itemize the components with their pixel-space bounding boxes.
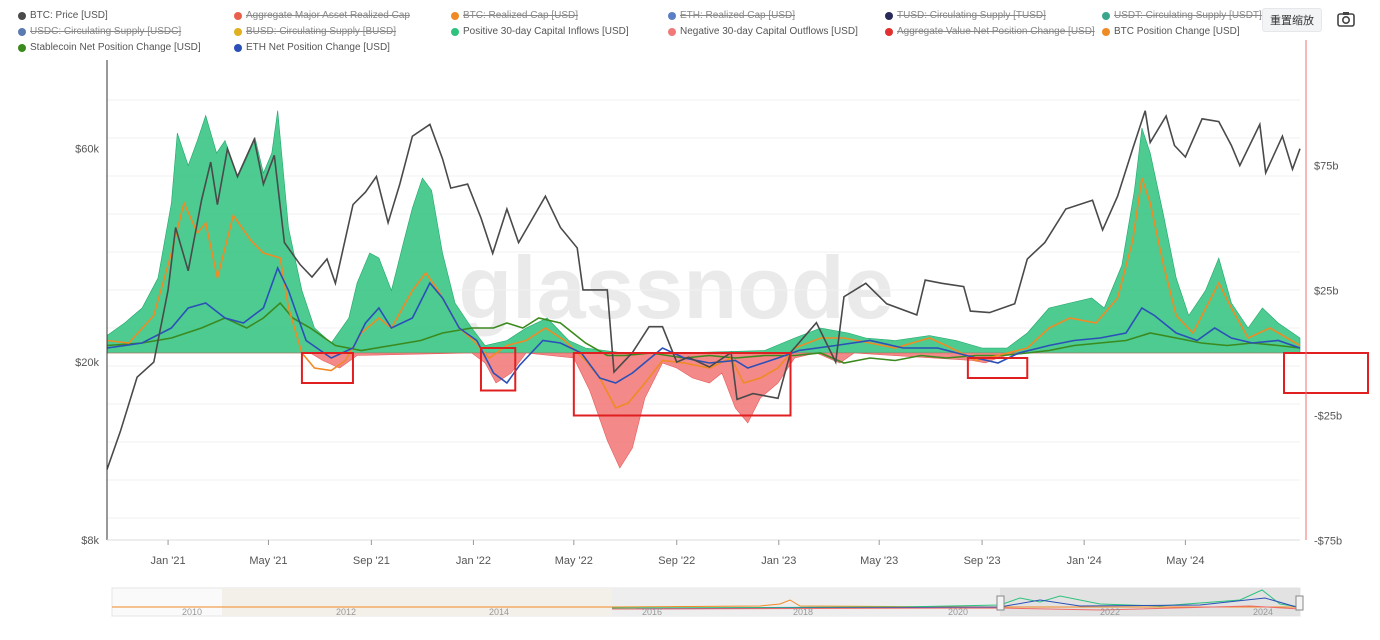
legend-item[interactable]: BTC Position Change [USD] [1102,24,1240,40]
x-tick-label: May '21 [249,555,287,567]
highlight-box [966,357,1029,379]
navigator-year-label: 2012 [336,607,356,617]
x-tick-label: Sep '22 [658,555,695,567]
legend-label: Aggregate Major Asset Realized Cap [246,10,410,21]
reset-zoom-button[interactable]: 重置缩放 [1262,8,1322,32]
legend-label: Aggregate Value Net Position Change [USD… [897,26,1095,37]
legend-item[interactable]: USDT: Circulating Supply [USDT] [1102,8,1262,24]
x-tick-label: Jan '24 [1067,555,1102,567]
x-tick-label: May '24 [1166,555,1204,567]
navigator-outflow-line [611,605,1301,611]
legend-dot-icon [451,28,459,36]
legend-label: Negative 30-day Capital Outflows [USD] [680,26,858,37]
legend-item[interactable]: Aggregate Value Net Position Change [USD… [885,24,1095,40]
legend-item[interactable]: BTC: Price [USD] [18,8,108,24]
highlight-box [300,352,354,384]
legend-dot-icon [234,28,242,36]
legend-dot-icon [1102,28,1110,36]
chart-legend: BTC: Price [USD] Aggregate Major Asset Re… [18,8,1268,56]
navigator-year-label: 2016 [642,607,662,617]
navigator-year-label: 2014 [489,607,509,617]
x-tick-label: Jan '21 [151,555,186,567]
eth-position-line[interactable] [106,265,1301,385]
x-tick-label: Sep '23 [964,555,1001,567]
legend-item[interactable]: BTC: Realized Cap [USD] [451,8,578,24]
legend-item[interactable]: ETH: Realized Cap [USD] [668,8,795,24]
legend-dot-icon [18,28,26,36]
navigator-year-label: 2018 [793,607,813,617]
legend-label: BTC Position Change [USD] [1114,26,1240,37]
y-right-tick-label: $25b [1314,286,1338,298]
x-tick-label: Sep '21 [353,555,390,567]
legend-dot-icon [451,12,459,20]
legend-item[interactable]: ETH Net Position Change [USD] [234,40,390,56]
y-right-tick-label: -$25b [1314,411,1342,423]
navigator-shade [222,588,612,616]
navigator-year-label: 2024 [1253,607,1273,617]
btc-price-line[interactable] [106,110,1301,470]
navigator-right-handle[interactable] [1295,595,1304,611]
camera-icon[interactable] [1336,10,1356,28]
legend-label: ETH: Realized Cap [USD] [680,10,796,21]
legend-dot-icon [668,12,676,20]
highlight-box [479,347,517,392]
navigator-left-handle[interactable] [996,595,1005,611]
legend-item[interactable]: Aggregate Major Asset Realized Cap [234,8,410,24]
legend-label: BUSD: Circulating Supply [BUSD] [246,26,397,37]
legend-label: Stablecoin Net Position Change [USD] [30,42,201,53]
navigator-year-label: 2022 [1100,607,1120,617]
legend-item[interactable]: Negative 30-day Capital Outflows [USD] [668,24,858,40]
navigator-year-label: 2020 [948,607,968,617]
navigator-shade [612,588,1000,616]
y-left-tick-label: $20k [75,357,99,369]
legend-label: USDT: Circulating Supply [USDT] [1114,10,1262,21]
y-right-tick-label: $75b [1314,161,1338,173]
legend-dot-icon [18,44,26,52]
legend-item[interactable]: Positive 30-day Capital Inflows [USD] [451,24,629,40]
y-right-tick-label: -$75b [1314,536,1342,548]
outflow-area[interactable] [107,352,1300,469]
legend-label: USDC: Circulating Supply [USDC] [30,26,182,37]
stablecoin-line[interactable] [106,301,1301,364]
x-tick-label: May '23 [860,555,898,567]
legend-dot-icon [234,44,242,52]
legend-dot-icon [18,12,26,20]
y-left-tick-label: $60k [75,144,99,156]
legend-item[interactable]: TUSD: Circulating Supply [TUSD] [885,8,1046,24]
legend-dot-icon [885,12,893,20]
legend-label: TUSD: Circulating Supply [TUSD] [897,10,1046,21]
btc-position-line[interactable] [106,177,1301,410]
x-tick-label: Jan '23 [761,555,796,567]
legend-dot-icon [234,12,242,20]
legend-label: Positive 30-day Capital Inflows [USD] [463,26,629,37]
legend-dot-icon [885,28,893,36]
highlight-box [572,352,792,417]
legend-item[interactable]: Stablecoin Net Position Change [USD] [18,40,201,56]
legend-item[interactable]: USDC: Circulating Supply [USDC] [18,24,181,40]
legend-label: BTC: Realized Cap [USD] [463,10,579,21]
navigator-inflow-line [611,589,1301,609]
x-tick-label: Jan '22 [456,555,491,567]
legend-dot-icon [668,28,676,36]
highlight-box [1283,352,1369,394]
legend-label: BTC: Price [USD] [30,10,108,21]
legend-item[interactable]: BUSD: Circulating Supply [BUSD] [234,24,396,40]
legend-dot-icon [1102,12,1110,20]
glassnode-watermark: glassnode [458,238,893,337]
navigator-year-label: 2010 [182,607,202,617]
y-left-tick-label: $8k [81,535,99,547]
legend-label: ETH Net Position Change [USD] [246,42,390,53]
x-tick-label: May '22 [555,555,593,567]
